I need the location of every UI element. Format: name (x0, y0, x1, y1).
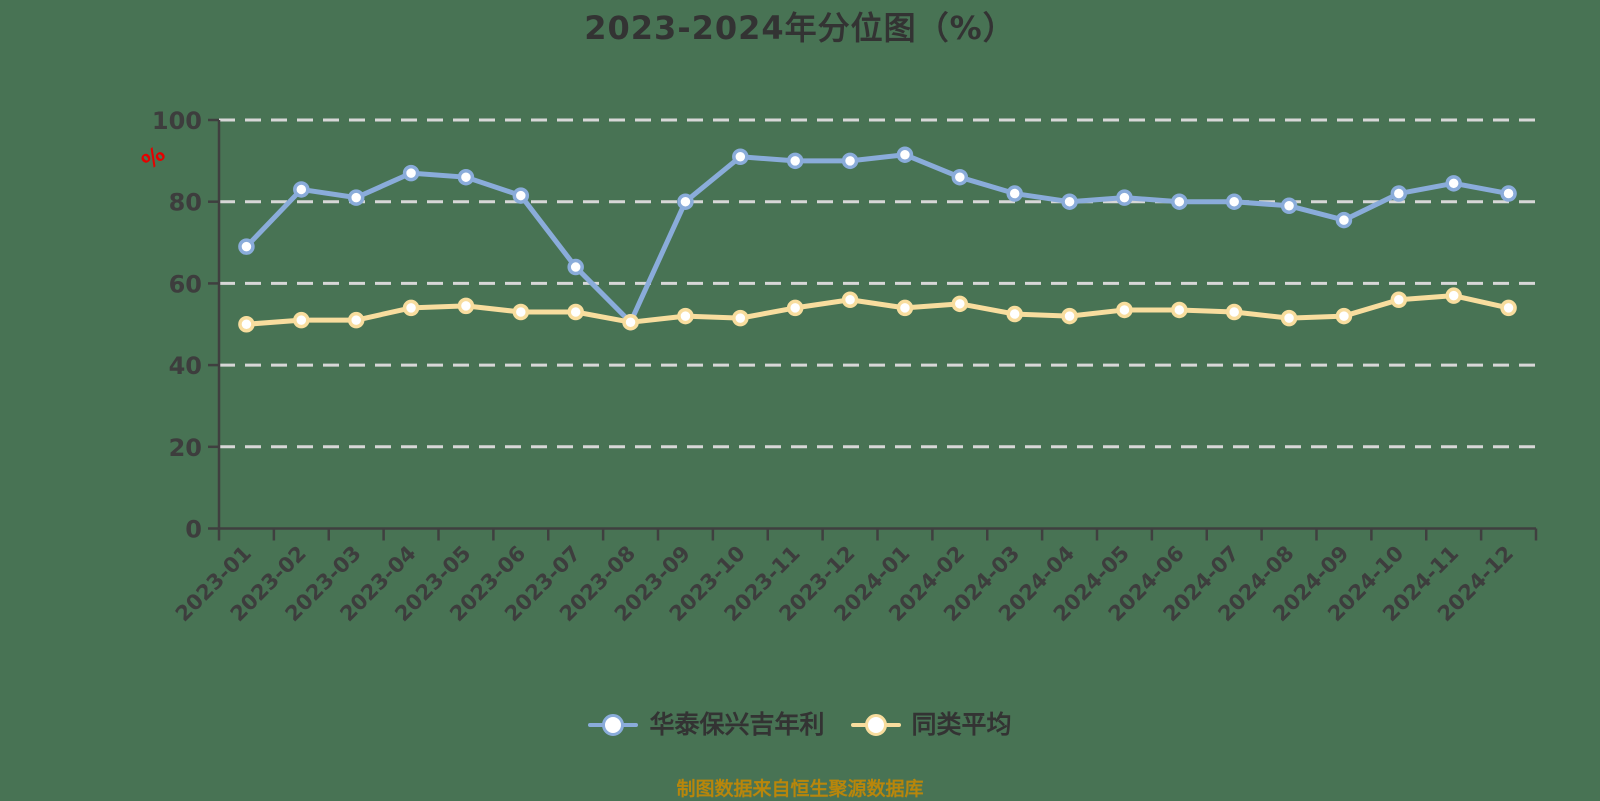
series1-data-point[interactable] (841, 152, 859, 170)
series2-data-point[interactable] (1116, 301, 1133, 319)
series2-data-point[interactable] (1171, 301, 1188, 319)
series2-data-point[interactable] (896, 299, 914, 317)
series1-data-point[interactable] (1225, 193, 1243, 210)
series2-data-point[interactable] (951, 295, 969, 313)
y-tick-label: 60 (169, 270, 202, 298)
series2-data-point[interactable] (786, 299, 804, 317)
series1-data-point[interactable] (1061, 193, 1078, 210)
series1-data-point[interactable] (1390, 185, 1408, 202)
series1-line (243, 152, 1512, 325)
series2-data-point[interactable] (238, 316, 255, 333)
legend-item-series2[interactable]: 同类平均 (850, 710, 1012, 739)
series2-data-point[interactable] (457, 297, 475, 315)
series1-data-point[interactable] (677, 193, 694, 210)
series1-data-point[interactable] (896, 146, 914, 163)
series1-data-point[interactable] (293, 181, 310, 198)
y-tick-label: 20 (169, 434, 202, 462)
series2-data-point[interactable] (347, 311, 365, 329)
y-tick-label: 40 (169, 352, 202, 380)
series2-data-point[interactable] (1061, 307, 1078, 325)
series1-legend-marker-icon (588, 713, 639, 737)
series1-data-point[interactable] (347, 189, 365, 206)
series1-data-point[interactable] (1171, 193, 1188, 210)
series1-data-point[interactable] (1445, 175, 1462, 192)
series1-data-point[interactable] (786, 152, 804, 170)
series2-data-point[interactable] (1225, 303, 1243, 321)
y-tick-label: 80 (169, 189, 202, 217)
series2-data-point[interactable] (1445, 287, 1462, 304)
legend-item-series1[interactable]: 华泰保兴吉年利 (588, 710, 825, 739)
series2-data-point[interactable] (1335, 307, 1353, 325)
series2-data-point[interactable] (567, 303, 584, 321)
series2-data-point[interactable] (677, 307, 694, 325)
series2-data-point[interactable] (841, 291, 859, 308)
series1-data-point[interactable] (1280, 197, 1298, 215)
series2-line (243, 293, 1512, 327)
series2-data-point[interactable] (732, 309, 749, 327)
y-tick-label: 0 (185, 516, 202, 544)
series2-data-point[interactable] (402, 299, 420, 317)
source-note: 制图数据来自恒生聚源数据库 (676, 778, 924, 800)
series1-data-point[interactable] (457, 168, 475, 186)
series2-data-point[interactable] (1006, 305, 1023, 323)
series1-data-point[interactable] (512, 187, 530, 204)
series2-data-point[interactable] (1280, 309, 1298, 327)
chart-title: 2023-2024年分位图（%） (584, 9, 1016, 47)
series1-data-point[interactable] (951, 168, 969, 186)
series2-data-point[interactable] (293, 311, 310, 329)
series1-data-point[interactable] (238, 238, 255, 255)
y-tick-label: 100 (152, 107, 202, 135)
series2-data-point[interactable] (1500, 299, 1517, 317)
series2-data-point[interactable] (622, 313, 639, 331)
series2-legend-marker-icon (850, 713, 901, 737)
series1-data-point[interactable] (402, 164, 420, 182)
series1-data-point[interactable] (1116, 189, 1133, 206)
series1-data-point[interactable] (1500, 185, 1517, 202)
legend-label-series2: 同类平均 (911, 710, 1012, 739)
series1-data-point[interactable] (1335, 211, 1353, 229)
series2-data-point[interactable] (512, 303, 530, 321)
series1-data-point[interactable] (567, 258, 584, 276)
series2-data-point[interactable] (1390, 291, 1408, 308)
series1-data-point[interactable] (1006, 185, 1023, 202)
legend: 华泰保兴吉年利 同类平均 (0, 712, 1600, 737)
series1-data-point[interactable] (732, 148, 749, 166)
legend-label-series1: 华泰保兴吉年利 (649, 710, 825, 739)
